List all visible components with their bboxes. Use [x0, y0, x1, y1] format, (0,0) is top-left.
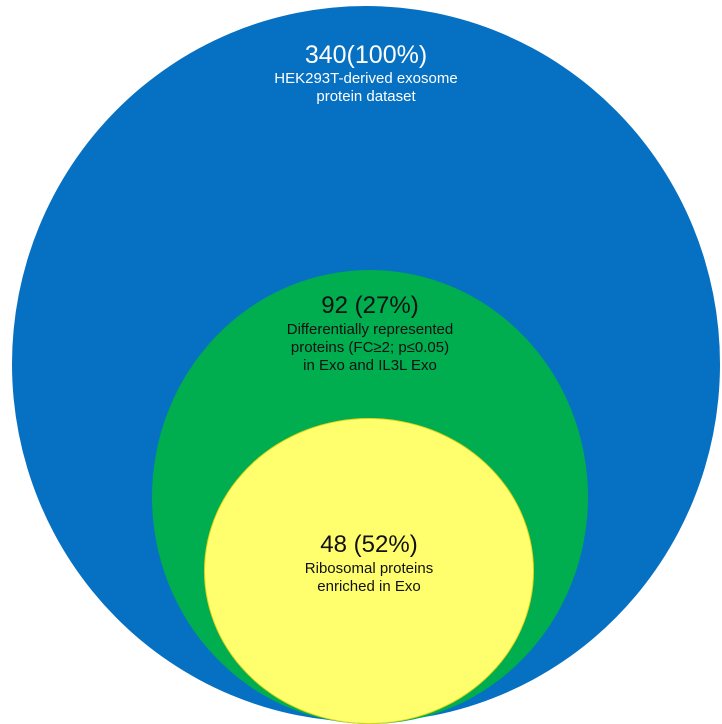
middle-circle-label: 92 (27%) Differentially represented prot…: [230, 292, 510, 375]
outer-circle-label: 340(100%) HEK293T-derived exosome protei…: [216, 40, 516, 106]
outer-circle-count: 340(100%): [304, 41, 428, 69]
outer-circle-description: HEK293T-derived exosome protein dataset: [274, 70, 458, 105]
inner-circle-description: Ribosomal proteins enriched in Exo: [304, 559, 434, 595]
inner-circle-label: 48 (52%) Ribosomal proteins enriched in …: [249, 531, 489, 596]
inner-circle: [204, 418, 534, 724]
inner-circle-count: 48 (52%): [320, 531, 418, 558]
middle-circle-description: Differentially represented proteins (FC≥…: [286, 320, 454, 374]
middle-circle-count: 92 (27%): [321, 292, 419, 319]
